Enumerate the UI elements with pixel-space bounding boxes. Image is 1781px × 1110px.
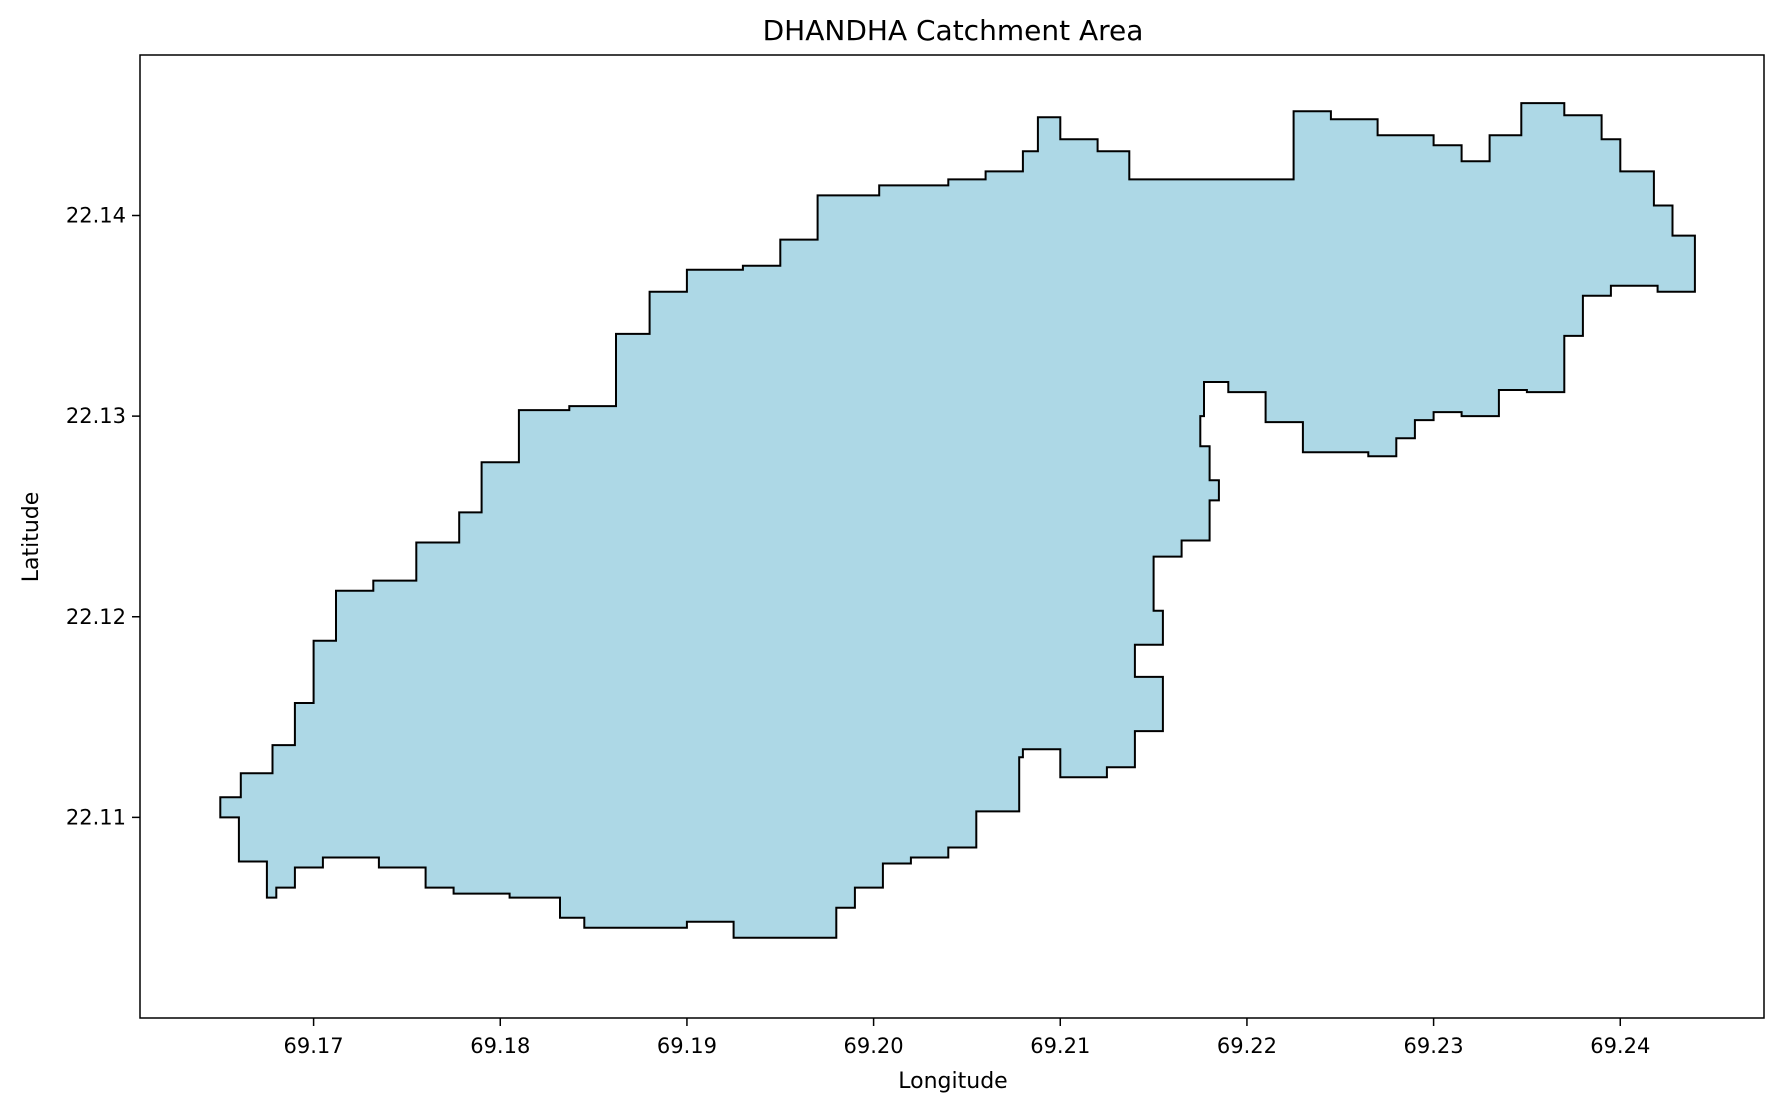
y-tick-label: 22.13 xyxy=(66,404,126,428)
x-tick-label: 69.23 xyxy=(1404,1034,1464,1058)
x-tick-label: 69.20 xyxy=(844,1034,904,1058)
x-tick-label: 69.24 xyxy=(1590,1034,1650,1058)
y-axis-ticks: 22.11 22.12 22.13 22.14 xyxy=(66,204,140,829)
x-axis-ticks: 69.17 69.18 69.19 69.20 69.21 69.22 69.23 69.24 xyxy=(284,1018,1650,1058)
y-tick-label: 22.11 xyxy=(66,805,126,829)
x-tick-label: 69.17 xyxy=(284,1034,344,1058)
x-tick-label: 69.18 xyxy=(470,1034,530,1058)
catchment-polygon xyxy=(219,102,1696,939)
x-tick-label: 69.22 xyxy=(1217,1034,1277,1058)
axes-frame xyxy=(139,54,1765,1019)
chart-title: DHANDHA Catchment Area xyxy=(763,14,1144,47)
x-tick-label: 69.19 xyxy=(657,1034,717,1058)
y-axis-label: Latitude xyxy=(19,492,44,583)
y-tick-label: 22.12 xyxy=(66,605,126,629)
x-axis-label: Longitude xyxy=(898,1069,1007,1094)
x-tick-label: 69.21 xyxy=(1030,1034,1090,1058)
y-tick-label: 22.14 xyxy=(66,204,126,228)
